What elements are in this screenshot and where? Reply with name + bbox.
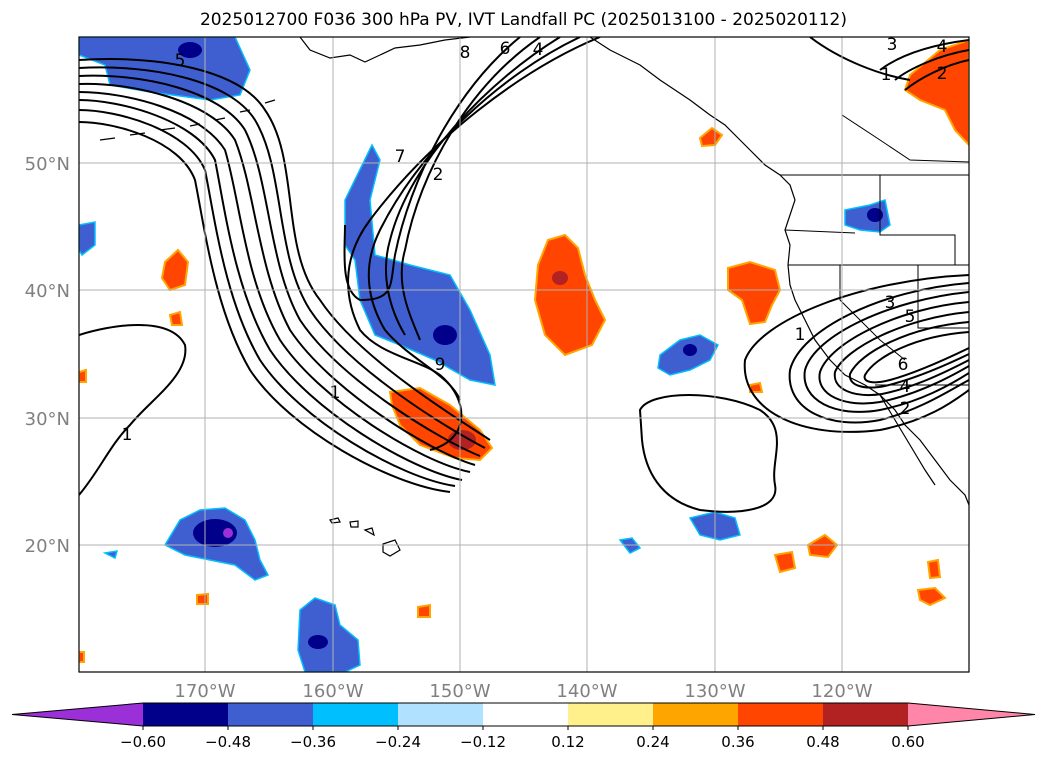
svg-text:6: 6 [500,39,511,59]
us-west-coast [787,264,969,506]
latitude-labels: 50°N 40°N 30°N 20°N [25,154,70,557]
pos-blob-se3 [916,586,947,607]
pos-blob-small-a [417,603,431,618]
colorbar [11,702,1036,727]
neg-blob-small2 [102,550,119,560]
lon-label: 140°W [556,681,617,702]
map-panel: 5 8 6 4 7 2 1 9 1 3 2 4 1 3 5 6 4 2 1 [79,35,969,672]
pos-blob-se1 [806,533,839,559]
svg-text:6: 6 [898,355,909,375]
longitude-labels: 170°W 160°W 150°W 140°W 130°W 120°W [174,681,872,702]
svg-text:4: 4 [900,377,911,397]
colorbar-ticks: −0.60 −0.48 −0.36 −0.24 −0.12 0.12 0.24 0.36 0.4… [120,726,925,751]
svg-text:4: 4 [533,40,544,60]
id-mt [879,175,956,265]
svg-text:2: 2 [433,165,444,185]
colorbar-segment [143,703,228,726]
pos-blob-bc [698,126,724,148]
colorbar-tick-label: 0.36 [721,733,754,751]
colorbar-tick-label: 0.60 [891,733,924,751]
colorbar-segment [398,703,483,726]
pos-blob-small-b [196,592,209,605]
colorbar-tick-label: 0.12 [551,733,584,751]
ca-nv [839,265,906,361]
svg-text:9: 9 [435,355,446,375]
colorbar-tick-label: 0.48 [806,733,839,751]
svg-text:4: 4 [937,37,948,57]
svg-text:1: 1 [795,325,806,345]
negative-anomaly-cores [178,42,883,649]
alaska-coast [299,37,471,63]
pos-blob-california-offshore [727,260,782,326]
svg-text:5: 5 [175,51,186,71]
colorbar-extend-max [908,703,1035,726]
positive-anomaly-fills [79,38,969,663]
colorbar-tick-label: −0.48 [205,733,251,751]
colorbar-segment [823,703,908,726]
pos-blob-west-small [168,310,184,326]
colorbar-tick-label: −0.36 [290,733,336,751]
pv-contours [79,37,969,513]
svg-text:2: 2 [937,64,948,84]
colorbar-tick-label: −0.60 [120,733,166,751]
svg-text:7: 7 [395,147,406,167]
svg-text:8: 8 [460,43,471,63]
lat-label: 30°N [25,409,70,430]
min-core [223,528,233,538]
svg-text:3: 3 [885,293,896,313]
pos-blob-west [160,248,190,292]
colorbar-segment [228,703,313,726]
lat-label: 50°N [25,154,70,175]
colorbar-segment [313,703,398,726]
svg-text:1: 1 [881,65,892,85]
neg-blob-west [79,221,96,257]
colorbar-tick-label: −0.12 [460,733,506,751]
hawaiian-islands [329,517,401,557]
svg-text:5: 5 [905,307,916,327]
baja [879,394,936,486]
svg-text:2: 2 [900,399,911,419]
colorbar-segment [653,703,738,726]
svg-text:1: 1 [122,425,133,445]
svg-text:1: 1 [330,383,341,403]
nv-ut [917,265,969,329]
colorbar-tick-label: 0.24 [636,733,669,751]
lon-label: 170°W [174,681,235,702]
alaska-panhandle [589,37,781,176]
colorbar-segment [568,703,653,726]
neg-blob-south [297,597,361,672]
lon-label: 160°W [302,681,363,702]
lon-label: 150°W [429,681,490,702]
colorbar-segment [483,703,568,726]
gridlines [79,37,969,672]
pos-blob-edge-sw [79,651,85,663]
pos-blob-se4 [926,558,942,580]
lat-label: 40°N [25,281,70,302]
contour-labels: 5 8 6 4 7 2 1 9 1 3 2 4 1 3 5 6 4 2 1 [122,35,948,445]
map-frame [78,36,970,673]
lon-label: 120°W [811,681,872,702]
lat-label: 20°N [25,536,70,557]
colorbar-segment [738,703,823,726]
coastlines [99,37,969,506]
bc-coast [779,174,796,266]
colorbar-extend-min [12,703,143,726]
pos-blob-se2 [773,550,797,574]
map-title: 2025012700 F036 300 hPa PV, IVT Landfall… [199,10,847,30]
wa-or [784,229,856,234]
svg-text:3: 3 [887,35,898,55]
pos-blob-northeast [903,38,969,147]
colorbar-tick-label: −0.24 [375,733,421,751]
lon-label: 130°W [684,681,745,702]
pos-blob-edge-west [79,368,87,383]
